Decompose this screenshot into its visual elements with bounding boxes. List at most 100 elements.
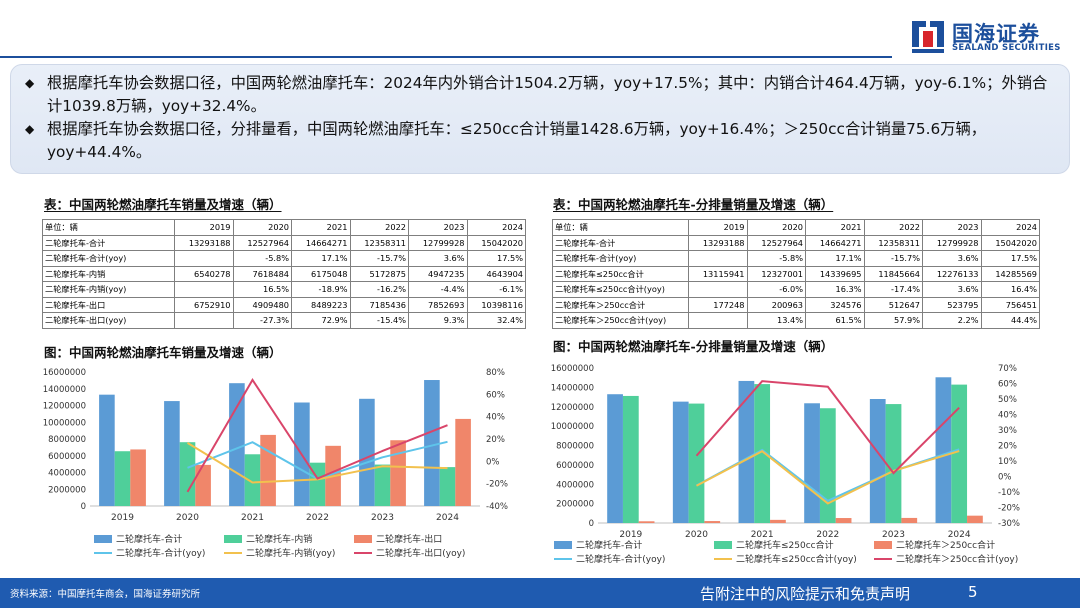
bar <box>607 394 623 523</box>
bar <box>688 403 705 523</box>
table-cell: 17.5% <box>980 250 1040 267</box>
table-cell: 12799928 <box>922 234 982 251</box>
table-cell <box>174 281 234 298</box>
table-row-label: 二轮摩托车-内销 <box>42 265 175 282</box>
table-cell: 13115941 <box>688 265 748 282</box>
brand-name-cn: 国海证券 <box>952 22 1040 46</box>
table-cell: 17.1% <box>291 250 351 267</box>
legend-label: 二轮摩托车-内销 <box>246 533 312 545</box>
y-tick-label: 6000000 <box>556 461 594 471</box>
table-cell: -27.3% <box>232 312 292 329</box>
y2-tick-label: 60% <box>486 390 505 400</box>
table-cell: 57.9% <box>863 312 923 329</box>
table-cell: 13293188 <box>174 234 234 251</box>
sealand-logo-icon <box>912 21 944 53</box>
y-tick-label: 14000000 <box>551 383 594 393</box>
series-line <box>696 450 960 505</box>
legend-swatch <box>874 541 892 549</box>
y-tick-label: 0 <box>81 502 86 512</box>
bar <box>770 519 786 523</box>
table-cell: 44.4% <box>980 312 1040 329</box>
x-tick-label: 2021 <box>751 530 774 540</box>
legend-label: 二轮摩托车-合计(yoy) <box>576 553 665 565</box>
table-cell: 3.6% <box>922 281 982 298</box>
series-line <box>695 380 960 475</box>
table-cell: 11845664 <box>863 265 923 282</box>
table-cell: 756451 <box>980 296 1040 313</box>
legend-swatch <box>354 535 372 543</box>
legend-swatch <box>94 535 112 543</box>
table-cell: -5.8% <box>746 250 806 267</box>
table-cell: -15.4% <box>349 312 409 329</box>
x-tick-label: 2024 <box>436 513 459 523</box>
y2-tick-label: 20% <box>486 435 505 445</box>
x-tick-label: 2020 <box>685 530 708 540</box>
table-cell: 2.2% <box>922 312 982 329</box>
table-cell: 16.3% <box>805 281 865 298</box>
table-cell: 523795 <box>922 296 982 313</box>
table-row-label: 二轮摩托车≤250cc合计(yoy) <box>552 281 689 298</box>
table-cell <box>688 281 748 298</box>
y2-tick-label: -40% <box>486 502 508 512</box>
table-cell: 177248 <box>688 296 748 313</box>
table2-title: 表：中国两轮燃油摩托车-分排量销量及增速（辆） <box>553 197 834 212</box>
legend-swatch <box>224 535 242 543</box>
y2-tick-label: 40% <box>998 411 1017 421</box>
table1-title: 表：中国两轮燃油摩托车销量及增速（辆） <box>44 197 282 212</box>
table-cell: -15.7% <box>863 250 923 267</box>
chart1-title: 图：中国两轮燃油摩托车销量及增速（辆） <box>44 345 282 360</box>
table-cell: 4643904 <box>466 265 526 282</box>
table-cell: 200963 <box>746 296 806 313</box>
table-row-label: 二轮摩托车-合计 <box>552 234 689 251</box>
table-row-label: 单位：辆 <box>42 219 175 236</box>
table-cell: 13.4% <box>746 312 806 329</box>
table-row: 二轮摩托车≤250cc合计 13115941 12327001 14339695 118… <box>552 265 1040 282</box>
legend-label: 二轮摩托车＞250cc合计(yoy) <box>896 553 1018 565</box>
y2-tick-label: -20% <box>998 504 1020 514</box>
table-cell: 12327001 <box>746 265 806 282</box>
table-cell: 2024 <box>466 219 526 236</box>
header-divider <box>0 56 892 58</box>
x-tick-label: 2023 <box>882 530 905 540</box>
table-row: 二轮摩托车-出口(yoy) -27.3% 72.9% -15.4% 9.3% 32.4% <box>42 312 526 329</box>
bar <box>738 380 755 523</box>
y2-tick-label: 60% <box>998 380 1017 390</box>
summary-bullet: ◆ 根据摩托车协会数据口径，中国两轮燃油摩托车：2024年内外销合计1504.2… <box>25 72 1055 118</box>
table-cell: 7185436 <box>349 296 409 313</box>
table-cell: 72.9% <box>291 312 351 329</box>
table-cell: 15042020 <box>980 234 1040 251</box>
y2-tick-label: 50% <box>998 395 1017 405</box>
chart2-combo-bar-line: 0 2000000 4000000 6000000 8000000 10000000 120… <box>551 364 1020 565</box>
table-cell: 32.4% <box>466 312 526 329</box>
table-cell: 12358311 <box>349 234 409 251</box>
x-tick-label: 2019 <box>619 530 642 540</box>
summary-bullet: ◆ 根据摩托车协会数据口径，分排量看，中国两轮燃油摩托车：≤250cc合计销量1… <box>25 118 1055 164</box>
table-cell: 17.5% <box>466 250 526 267</box>
table-cell: 2020 <box>232 219 292 236</box>
table-cell: -17.4% <box>863 281 923 298</box>
table-row-label: 二轮摩托车-出口 <box>42 296 175 313</box>
y2-tick-label: 10% <box>998 457 1017 467</box>
table-cell: 2021 <box>291 219 351 236</box>
table-cell: 14664271 <box>805 234 865 251</box>
legend-label: 二轮摩托车-合计 <box>116 533 182 545</box>
table-row-label: 二轮摩托车-合计(yoy) <box>552 250 689 267</box>
bar <box>672 401 689 523</box>
table-row-label: 二轮摩托车＞250cc合计(yoy) <box>552 312 689 329</box>
legend-label: 二轮摩托车-出口(yoy) <box>376 547 465 559</box>
chart1-combo-bar-line: 0 2000000 4000000 6000000 8000000 10000000 120… <box>43 368 508 559</box>
chart2-title: 图：中国两轮燃油摩托车-分排量销量及增速（辆） <box>553 339 834 354</box>
y-tick-label: 10000000 <box>551 422 594 432</box>
header: 国海证券 SEALAND SECURITIES <box>0 0 1080 60</box>
summary-text: 根据摩托车协会数据口径，中国两轮燃油摩托车：2024年内外销合计1504.2万辆… <box>47 74 1048 115</box>
bar <box>99 394 115 506</box>
legend-label: 二轮摩托车≤250cc合计(yoy) <box>736 553 857 565</box>
table-cell: -16.2% <box>349 281 409 298</box>
table-cell: 324576 <box>805 296 865 313</box>
legend-swatch <box>714 541 732 549</box>
table-cell: 12358311 <box>863 234 923 251</box>
y-tick-label: 16000000 <box>43 368 86 378</box>
table-cell: 2023 <box>922 219 982 236</box>
table-cell: 15042020 <box>466 234 526 251</box>
bar <box>374 464 391 506</box>
